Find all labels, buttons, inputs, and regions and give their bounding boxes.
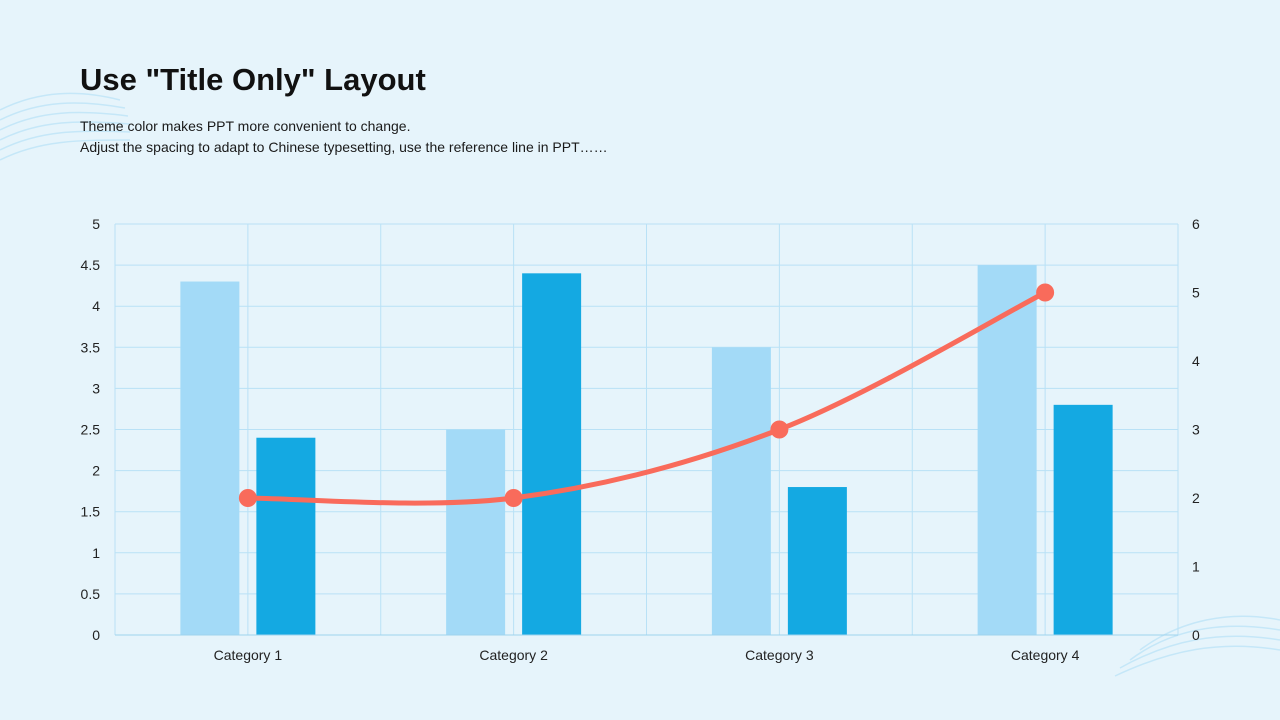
y2-axis-tick-label: 4 <box>1192 353 1200 369</box>
bar-series-2 <box>787 487 847 635</box>
x-axis-category-label: Category 2 <box>479 647 548 663</box>
y-axis-tick-label: 0.5 <box>81 586 101 602</box>
y-axis-tick-label: 5 <box>92 216 100 232</box>
x-axis-category-label: Category 3 <box>745 647 814 663</box>
bar-series-1 <box>977 265 1037 635</box>
bar-series-1 <box>180 281 240 635</box>
y-axis-tick-label: 1.5 <box>81 504 101 520</box>
line-point-marker <box>770 420 789 439</box>
y-axis-tick-label: 2.5 <box>81 422 101 438</box>
line-point-marker <box>1036 283 1055 302</box>
slide-subtitle: Theme color makes PPT more convenient to… <box>80 116 608 158</box>
bar-series-2 <box>522 273 582 635</box>
bar-series-2 <box>256 437 316 635</box>
y2-axis-tick-label: 0 <box>1192 627 1200 643</box>
y2-axis-tick-label: 5 <box>1192 285 1200 301</box>
y-axis-tick-label: 4 <box>92 298 100 314</box>
line-point-marker <box>238 489 257 507</box>
x-axis-category-label: Category 4 <box>1011 647 1080 663</box>
x-axis-category-label: Category 1 <box>214 647 283 663</box>
line-point-marker <box>504 489 523 507</box>
line-series-3 <box>245 290 1048 506</box>
subtitle-line-1: Theme color makes PPT more convenient to… <box>80 118 411 134</box>
y-axis-tick-label: 1 <box>92 545 100 561</box>
bar-series-2 <box>1053 404 1113 635</box>
y2-axis-tick-label: 6 <box>1192 216 1200 232</box>
slide-title: Use "Title Only" Layout <box>80 62 426 97</box>
bar-series-1 <box>446 429 506 635</box>
y2-axis-tick-label: 3 <box>1192 422 1200 438</box>
y2-axis-tick-label: 1 <box>1192 559 1200 575</box>
y-axis-tick-label: 2 <box>92 463 100 479</box>
bar-series-1 <box>711 347 771 635</box>
y-axis-tick-label: 0 <box>92 627 100 643</box>
y-axis-tick-label: 3.5 <box>81 339 101 355</box>
y-axis-tick-label: 3 <box>92 380 100 396</box>
y-axis-tick-label: 4.5 <box>81 257 101 273</box>
y2-axis-tick-label: 2 <box>1192 490 1200 506</box>
subtitle-line-2: Adjust the spacing to adapt to Chinese t… <box>80 139 608 155</box>
